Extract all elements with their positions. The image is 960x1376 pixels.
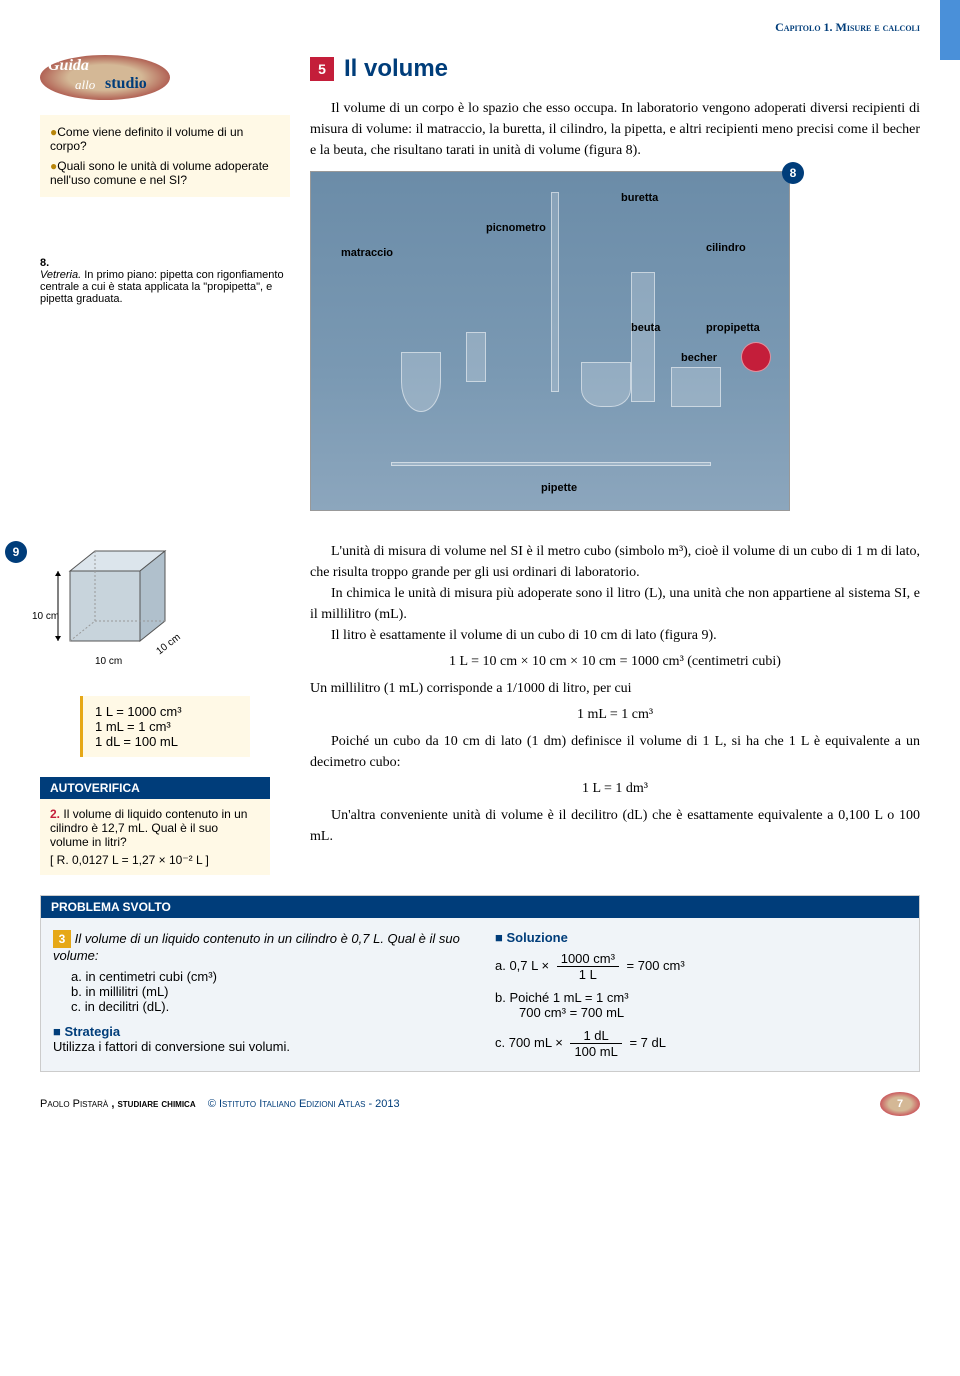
guida-word2: allo (75, 77, 95, 93)
para4: Il litro è esattamente il volume di un c… (310, 625, 920, 646)
label-buretta: buretta (621, 192, 658, 204)
label-propipetta: propipetta (706, 322, 760, 334)
formula1: 1 L = 10 cm × 10 cm × 10 cm = 1000 cm³ (… (310, 654, 920, 670)
section-title: 5 Il volume (310, 55, 920, 83)
conversion-box: 1 L = 1000 cm³ 1 mL = 1 cm³ 1 dL = 100 m… (80, 696, 250, 757)
para6: Poiché un cubo da 10 cm di lato (1 dm) d… (310, 731, 920, 773)
para3: In chimica le unità di misura più adoper… (310, 583, 920, 625)
footer-publisher: © Istituto Italiano Edizioni Atlas - 201… (208, 1098, 400, 1110)
section-number: 5 (310, 57, 334, 81)
problema-svolto: PROBLEMA SVOLTO 3 Il volume di un liquid… (40, 895, 920, 1072)
sol-a: a. 0,7 L × 1000 cm³1 L = 700 cm³ (495, 951, 907, 982)
conv-line2: 1 mL = 1 cm³ (95, 719, 238, 734)
problema-header: PROBLEMA SVOLTO (41, 896, 919, 918)
picnometro-shape (466, 332, 486, 382)
propipetta-shape (741, 342, 771, 372)
figure9: 9 10 cm 10 cm 10 cm (40, 541, 290, 686)
conv-line1: 1 L = 1000 cm³ (95, 704, 238, 719)
autoverifica-answer: [ R. 0,0127 L = 1,27 × 10⁻² L ] (50, 853, 260, 867)
beuta-shape (581, 362, 631, 407)
label-becher: becher (681, 352, 717, 364)
page-footer: Paolo Pistarà , studiare chimica © Istit… (40, 1092, 920, 1116)
footer-book: , studiare chimica (111, 1098, 195, 1110)
conv-line3: 1 dL = 100 mL (95, 734, 238, 749)
cilindro-shape (631, 272, 655, 402)
cube-dim-h: 10 cm (32, 611, 59, 622)
problema-num: 3 (53, 930, 71, 948)
matraccio-shape (401, 352, 441, 412)
guida-questions-box: ●Come viene definito il volume di un cor… (40, 115, 290, 197)
fig9-badge: 9 (5, 541, 27, 563)
footer-author: Paolo Pistarà (40, 1098, 108, 1110)
label-picnometro: picnometro (486, 222, 546, 234)
guida-word1: Guida (48, 57, 89, 75)
para5: Un millilitro (1 mL) corrisponde a 1/100… (310, 678, 920, 699)
label-pipette: pipette (541, 482, 577, 494)
label-cilindro: cilindro (706, 242, 746, 254)
buretta-shape (551, 192, 559, 392)
autoverifica-box: AUTOVERIFICA 2. Il volume di liquido con… (40, 777, 270, 875)
soluzione-heading: Soluzione (495, 930, 907, 945)
page-number: 7 (880, 1092, 920, 1116)
para2: L'unità di misura di volume nel SI è il … (310, 541, 920, 583)
cube-dim-w: 10 cm (95, 656, 122, 667)
problema-opt-c: c. in decilitri (dL). (71, 999, 465, 1014)
sol-c: c. 700 mL × 1 dL100 mL = 7 dL (495, 1028, 907, 1059)
becher-shape (671, 367, 721, 407)
problema-opt-a: a. in centimetri cubi (cm³) (71, 969, 465, 984)
sol-b2: 700 cm³ = 700 mL (519, 1005, 907, 1020)
formula2: 1 mL = 1 cm³ (310, 707, 920, 723)
guida-q1: Come viene definito il volume di un corp… (50, 125, 243, 153)
fig8-caption: 8. Vetreria. In primo piano: pipetta con… (40, 257, 290, 305)
autoverifica-q: Il volume di liquido contenuto in un cil… (50, 807, 247, 849)
strategia-text: Utilizza i fattori di conversione sui vo… (53, 1039, 465, 1054)
para7: Un'altra conveniente unità di volume è i… (310, 805, 920, 847)
problema-opt-b: b. in millilitri (mL) (71, 984, 465, 999)
label-matraccio: matraccio (341, 247, 393, 259)
sol-b1: b. Poiché 1 mL = 1 cm³ (495, 990, 907, 1005)
label-beuta: beuta (631, 322, 660, 334)
problema-q: Il volume di un liquido contenuto in un … (53, 931, 460, 963)
guida-q2: Quali sono le unità di volume adoperate … (50, 159, 269, 187)
pipette-shape (391, 462, 711, 466)
figure8-photo: 8 buretta picnometro matraccio cilindro … (310, 171, 790, 511)
guida-badge: Guida allo studio (40, 55, 290, 105)
section-heading: Il volume (344, 55, 448, 83)
para1: Il volume di un corpo è lo spazio che es… (310, 98, 920, 161)
fig8-badge: 8 (782, 162, 804, 184)
autoverifica-qnum: 2. (50, 807, 60, 821)
chapter-header: Capitolo 1. Misure e calcoli (40, 20, 920, 35)
autoverifica-header: AUTOVERIFICA (40, 777, 270, 799)
formula3: 1 L = 1 dm³ (310, 781, 920, 797)
strategia-heading: Strategia (53, 1024, 465, 1039)
guida-word3: studio (105, 75, 147, 93)
